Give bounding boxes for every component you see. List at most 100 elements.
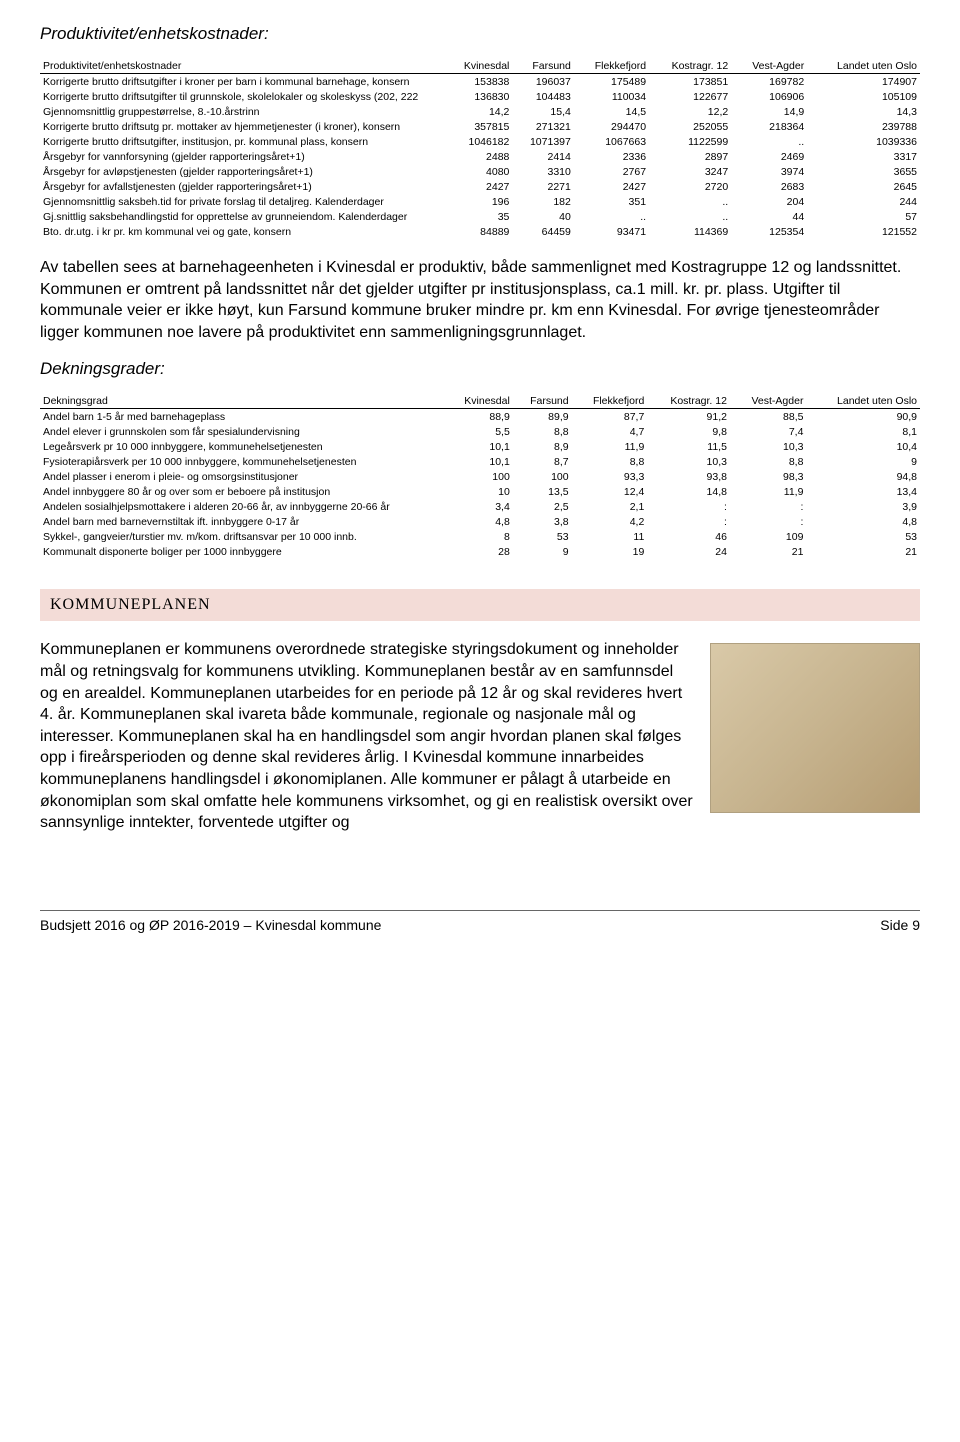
col-h: Flekkefjord bbox=[572, 393, 648, 409]
cell: 1067663 bbox=[574, 134, 649, 149]
cell: 8,9 bbox=[513, 439, 572, 454]
row-label: Korrigerte brutto driftsutgifter til gru… bbox=[40, 89, 445, 104]
cell: 2683 bbox=[731, 179, 807, 194]
cell: 1046182 bbox=[445, 134, 513, 149]
cell: 10,4 bbox=[806, 439, 920, 454]
table-row: Andel plasser i enerom i pleie- og omsor… bbox=[40, 469, 920, 484]
cell: 2767 bbox=[574, 164, 649, 179]
cell: 14,2 bbox=[445, 104, 513, 119]
cell: 10,1 bbox=[445, 454, 513, 469]
row-label: Årsgebyr for avfallstjenesten (gjelder r… bbox=[40, 179, 445, 194]
table-row: Legeårsverk pr 10 000 innbyggere, kommun… bbox=[40, 439, 920, 454]
cell: 89,9 bbox=[513, 409, 572, 425]
cell: 3974 bbox=[731, 164, 807, 179]
cell: 10,3 bbox=[647, 454, 730, 469]
cell: 2469 bbox=[731, 149, 807, 164]
table-row: Sykkel-, gangveier/turstier mv. m/kom. d… bbox=[40, 529, 920, 544]
cell: .. bbox=[649, 209, 731, 224]
cell: 11 bbox=[572, 529, 648, 544]
row-label: Andel barn med barnevernstiltak ift. inn… bbox=[40, 514, 445, 529]
cell: 11,9 bbox=[572, 439, 648, 454]
cell: 40 bbox=[512, 209, 573, 224]
cake-photo bbox=[710, 643, 920, 813]
cell: 9,8 bbox=[647, 424, 730, 439]
cell: .. bbox=[574, 209, 649, 224]
cell: 1071397 bbox=[512, 134, 573, 149]
cell: 4,8 bbox=[806, 514, 920, 529]
cell: 351 bbox=[574, 194, 649, 209]
cell: 3247 bbox=[649, 164, 731, 179]
cell: 196037 bbox=[512, 74, 573, 90]
cell: 93,8 bbox=[647, 469, 730, 484]
cell: 109 bbox=[730, 529, 807, 544]
cell: 9 bbox=[806, 454, 920, 469]
cell: 14,5 bbox=[574, 104, 649, 119]
coverage-table: Dekningsgrad Kvinesdal Farsund Flekkefjo… bbox=[40, 393, 920, 559]
cell: 24 bbox=[647, 544, 730, 559]
cell: 19 bbox=[572, 544, 648, 559]
col-h: Vest-Agder bbox=[730, 393, 807, 409]
cell: 2427 bbox=[445, 179, 513, 194]
cell: 21 bbox=[806, 544, 920, 559]
cell: 136830 bbox=[445, 89, 513, 104]
cell: 10,1 bbox=[445, 439, 513, 454]
cell: 169782 bbox=[731, 74, 807, 90]
col-h: Kvinesdal bbox=[445, 393, 513, 409]
table-row: Korrigerte brutto driftsutgifter til gru… bbox=[40, 89, 920, 104]
kommuneplanen-heading: KOMMUNEPLANEN bbox=[40, 589, 920, 621]
cell: 13,5 bbox=[513, 484, 572, 499]
table2-header-row: Dekningsgrad Kvinesdal Farsund Flekkefjo… bbox=[40, 393, 920, 409]
table-row: Fysioterapiårsverk per 10 000 innbyggere… bbox=[40, 454, 920, 469]
cell: 15,4 bbox=[512, 104, 573, 119]
cell: 53 bbox=[513, 529, 572, 544]
table-row: Andel elever i grunnskolen som får spesi… bbox=[40, 424, 920, 439]
cell: 100 bbox=[513, 469, 572, 484]
cell: 121552 bbox=[807, 224, 920, 239]
cell: 105109 bbox=[807, 89, 920, 104]
table-row: Bto. dr.utg. i kr pr. km kommunal vei og… bbox=[40, 224, 920, 239]
table-row: Årsgebyr for avløpstjenesten (gjelder ra… bbox=[40, 164, 920, 179]
cell: .. bbox=[649, 194, 731, 209]
cell: 3655 bbox=[807, 164, 920, 179]
cell: 4,2 bbox=[572, 514, 648, 529]
cell: 357815 bbox=[445, 119, 513, 134]
table-row: Korrigerte brutto driftsutgifter i krone… bbox=[40, 74, 920, 90]
table-row: Korrigerte brutto driftsutgifter, instit… bbox=[40, 134, 920, 149]
cell: 1122599 bbox=[649, 134, 731, 149]
col-h: Kostragr. 12 bbox=[647, 393, 730, 409]
cell: 21 bbox=[730, 544, 807, 559]
cell: : bbox=[730, 499, 807, 514]
table1-rowheader: Produktivitet/enhetskostnader bbox=[40, 58, 445, 74]
cell: 2488 bbox=[445, 149, 513, 164]
col-h: Farsund bbox=[512, 58, 573, 74]
cell: 173851 bbox=[649, 74, 731, 90]
cell: 218364 bbox=[731, 119, 807, 134]
cell: 5,5 bbox=[445, 424, 513, 439]
cell: 3317 bbox=[807, 149, 920, 164]
cell: 91,2 bbox=[647, 409, 730, 425]
cell: 11,9 bbox=[730, 484, 807, 499]
cell: 9 bbox=[513, 544, 572, 559]
row-label: Sykkel-, gangveier/turstier mv. m/kom. d… bbox=[40, 529, 445, 544]
cell: 3,4 bbox=[445, 499, 513, 514]
cell: 10 bbox=[445, 484, 513, 499]
table2-rowheader: Dekningsgrad bbox=[40, 393, 445, 409]
productivity-table: Produktivitet/enhetskostnader Kvinesdal … bbox=[40, 58, 920, 239]
cell: 98,3 bbox=[730, 469, 807, 484]
footer-left: Budsjett 2016 og ØP 2016-2019 – Kvinesda… bbox=[40, 917, 381, 933]
cell: 14,3 bbox=[807, 104, 920, 119]
paragraph-productivity: Av tabellen sees at barnehageenheten i K… bbox=[40, 257, 920, 343]
cell: 64459 bbox=[512, 224, 573, 239]
row-label: Legeårsverk pr 10 000 innbyggere, kommun… bbox=[40, 439, 445, 454]
row-label: Kommunalt disponerte boliger per 1000 in… bbox=[40, 544, 445, 559]
table-row: Gjennomsnittlig gruppestørrelse, 8.-10.å… bbox=[40, 104, 920, 119]
cell: 87,7 bbox=[572, 409, 648, 425]
table-row: Andel barn 1-5 år med barnehageplass88,9… bbox=[40, 409, 920, 425]
cell: 8,8 bbox=[730, 454, 807, 469]
table1-title: Produktivitet/enhetskostnader: bbox=[40, 24, 920, 44]
cell: 2336 bbox=[574, 149, 649, 164]
cell: 3,9 bbox=[806, 499, 920, 514]
cell: 44 bbox=[731, 209, 807, 224]
table1-header-row: Produktivitet/enhetskostnader Kvinesdal … bbox=[40, 58, 920, 74]
table-row: Årsgebyr for vannforsyning (gjelder rapp… bbox=[40, 149, 920, 164]
